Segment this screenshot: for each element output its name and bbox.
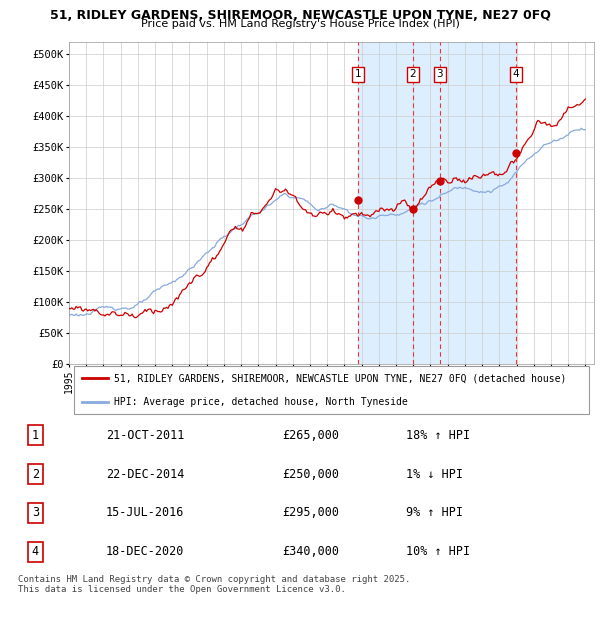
Text: 18-DEC-2020: 18-DEC-2020 (106, 545, 184, 558)
Text: 1% ↓ HPI: 1% ↓ HPI (406, 467, 463, 481)
Text: 15-JUL-2016: 15-JUL-2016 (106, 507, 184, 520)
Text: 9% ↑ HPI: 9% ↑ HPI (406, 507, 463, 520)
Text: 2: 2 (32, 467, 39, 481)
Text: 51, RIDLEY GARDENS, SHIREMOOR, NEWCASTLE UPON TYNE, NE27 0FQ (detached house): 51, RIDLEY GARDENS, SHIREMOOR, NEWCASTLE… (113, 373, 566, 383)
Text: 51, RIDLEY GARDENS, SHIREMOOR, NEWCASTLE UPON TYNE, NE27 0FQ: 51, RIDLEY GARDENS, SHIREMOOR, NEWCASTLE… (50, 9, 550, 22)
Text: HPI: Average price, detached house, North Tyneside: HPI: Average price, detached house, Nort… (113, 397, 407, 407)
FancyBboxPatch shape (74, 366, 589, 414)
Text: 18% ↑ HPI: 18% ↑ HPI (406, 429, 470, 442)
Text: 1: 1 (355, 69, 362, 79)
Text: 1: 1 (32, 429, 39, 442)
Text: £265,000: £265,000 (283, 429, 340, 442)
Text: 4: 4 (512, 69, 519, 79)
Text: 21-OCT-2011: 21-OCT-2011 (106, 429, 184, 442)
Text: Price paid vs. HM Land Registry's House Price Index (HPI): Price paid vs. HM Land Registry's House … (140, 19, 460, 29)
Text: £295,000: £295,000 (283, 507, 340, 520)
Text: 2: 2 (409, 69, 416, 79)
Text: £250,000: £250,000 (283, 467, 340, 481)
Text: 4: 4 (32, 545, 39, 558)
Text: 3: 3 (436, 69, 443, 79)
Text: 3: 3 (32, 507, 39, 520)
Text: 22-DEC-2014: 22-DEC-2014 (106, 467, 184, 481)
Text: £340,000: £340,000 (283, 545, 340, 558)
Text: 10% ↑ HPI: 10% ↑ HPI (406, 545, 470, 558)
Text: Contains HM Land Registry data © Crown copyright and database right 2025.
This d: Contains HM Land Registry data © Crown c… (18, 575, 410, 595)
Bar (358, 42, 516, 364)
